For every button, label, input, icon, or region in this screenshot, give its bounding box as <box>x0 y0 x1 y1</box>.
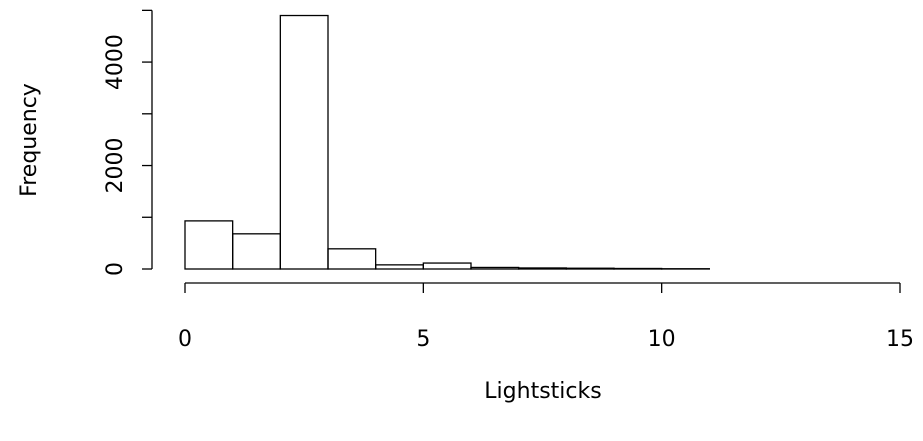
bar <box>470 266 520 270</box>
bar <box>327 248 377 270</box>
bar <box>279 14 329 270</box>
x-tick-label: 5 <box>416 327 430 352</box>
bar <box>613 267 663 270</box>
bar <box>375 264 424 270</box>
y-axis-label: Frequency <box>17 83 42 197</box>
bar <box>232 233 281 270</box>
x-tick-label: 0 <box>178 327 192 352</box>
bar <box>565 267 615 270</box>
bar <box>184 220 234 270</box>
bar <box>422 262 472 270</box>
y-tick-label: 0 <box>103 262 128 276</box>
y-tick-label: 2000 <box>103 138 128 194</box>
x-tick-label: 10 <box>648 327 676 352</box>
x-axis-label: Lightsticks <box>484 379 601 404</box>
x-tick-label: 15 <box>886 327 914 352</box>
y-tick-label: 4000 <box>103 34 128 90</box>
bar <box>518 267 567 270</box>
